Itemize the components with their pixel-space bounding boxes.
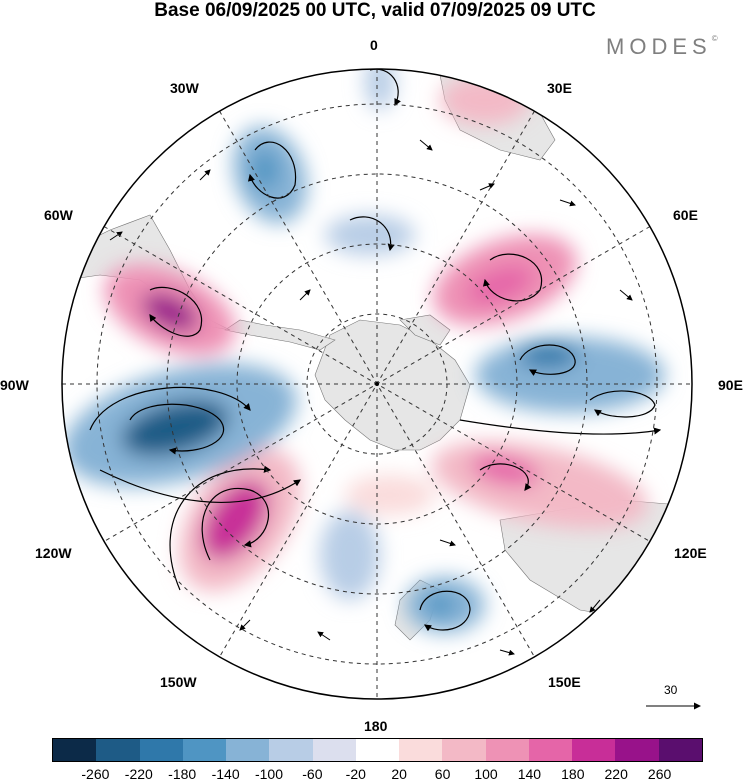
streamline <box>89 386 251 431</box>
colorbar-swatch <box>399 739 443 761</box>
colorbar-swatch <box>312 739 356 761</box>
streamline <box>149 286 203 337</box>
lon-label-120e: 120E <box>674 545 707 561</box>
wind-arrow <box>299 289 311 301</box>
map-boundary <box>61 68 693 700</box>
colorbar-tick-label: -60 <box>302 766 323 782</box>
negative-anomaly-greenwich <box>365 69 395 110</box>
map-title: Base 06/09/2025 00 UTC, valid 07/09/2025… <box>154 0 596 21</box>
colorbar-tick-label: -20 <box>345 766 366 782</box>
wind-arrow <box>317 631 331 641</box>
colorbar-tick-label: -220 <box>124 766 153 782</box>
colorbar-swatch <box>658 739 702 761</box>
wind-arrow <box>439 539 456 547</box>
wind-arrow <box>419 139 433 151</box>
colorbar-swatch <box>485 739 529 761</box>
colorbar-swatch <box>355 739 400 761</box>
lon-label-150e: 150E <box>548 674 581 690</box>
colorbar-swatch <box>96 739 140 761</box>
colorbar-swatch <box>442 739 486 761</box>
colorbar-tick-label: -100 <box>254 766 284 782</box>
amery-shelf <box>399 314 451 346</box>
lon-label-180: 180 <box>364 718 388 734</box>
negative-anomaly-kerguelen-core <box>518 342 578 368</box>
colorbar-swatch <box>528 739 573 761</box>
colorbar <box>52 738 703 762</box>
streamline <box>589 390 656 418</box>
latitude-circle <box>236 243 518 525</box>
lon-label-90e: 90E <box>718 377 743 393</box>
lon-label-30w: 30W <box>170 80 199 96</box>
streamline <box>482 253 543 302</box>
south-pole-marker <box>375 382 379 386</box>
colorbar-tick-label: 60 <box>434 766 451 782</box>
colorbar-tick-label: -260 <box>81 766 110 782</box>
lon-label-0: 0 <box>370 37 378 53</box>
lon-label-120w: 120W <box>35 545 72 561</box>
positive-anomaly-south-africa <box>440 75 530 125</box>
negative-anomaly-near-pole <box>325 215 415 255</box>
streamline <box>99 469 301 503</box>
colorbar-tick-label: -140 <box>211 766 240 782</box>
colorbar-tick-label: -180 <box>168 766 197 782</box>
streamline <box>479 463 532 491</box>
positive-anomaly-ross-outer <box>345 475 435 515</box>
modes-logo-text: MODES <box>606 34 712 59</box>
positive-anomaly-indian-ocean-core <box>466 265 534 305</box>
streamline <box>519 344 576 376</box>
wind-arrow <box>239 619 251 631</box>
modes-logo: MODES© <box>606 34 718 60</box>
wind-arrow <box>479 183 495 191</box>
streamline <box>247 141 297 199</box>
colorbar-tick-label: 260 <box>647 766 672 782</box>
lon-label-60e: 60E <box>673 207 698 223</box>
lon-label-60w: 60W <box>44 207 73 223</box>
wind-arrow <box>559 199 576 207</box>
wind-arrow <box>499 649 515 656</box>
colorbar-swatch <box>615 739 659 761</box>
lon-label-30e: 30E <box>547 80 572 96</box>
colorbar-swatch <box>269 739 313 761</box>
colorbar-tick-label: 180 <box>561 766 585 782</box>
streamline <box>419 590 471 632</box>
circulation-streamlines <box>89 69 662 632</box>
streamline <box>169 465 272 591</box>
colorbar-tick-label: 20 <box>391 766 407 782</box>
negative-anomaly-amundsen-core <box>121 399 229 457</box>
streamline <box>459 419 662 435</box>
wind-arrow <box>589 599 601 613</box>
lon-label-150w: 150W <box>160 674 197 690</box>
reference-vector <box>646 702 701 710</box>
negative-anomaly-ross <box>320 510 380 600</box>
streamline <box>201 487 269 561</box>
streamline <box>349 216 395 252</box>
colorbar-swatch <box>139 739 183 761</box>
colorbar-swatch <box>182 739 227 761</box>
lon-label-90w: 90W <box>0 377 29 393</box>
colorbar-swatch <box>53 739 97 761</box>
negative-anomaly-tasman-core <box>425 593 455 617</box>
negative-anomaly-weddell-core <box>251 150 279 190</box>
colorbar-swatch <box>226 739 270 761</box>
wind-arrow <box>109 231 123 241</box>
streamline <box>129 403 225 455</box>
anomaly-field <box>63 69 665 633</box>
colorbar-tick-label: 220 <box>604 766 628 782</box>
wind-vectors <box>109 139 633 656</box>
colorbar-tick-label: 100 <box>474 766 498 782</box>
reference-vector-label: 30 <box>664 683 678 697</box>
wind-arrow <box>619 289 633 301</box>
copyright-mark: © <box>711 34 718 43</box>
colorbar-swatch <box>572 739 616 761</box>
positive-anomaly-south-australia-core <box>470 454 540 486</box>
wind-arrow <box>199 169 211 181</box>
colorbar-tick-label: 140 <box>517 766 542 782</box>
